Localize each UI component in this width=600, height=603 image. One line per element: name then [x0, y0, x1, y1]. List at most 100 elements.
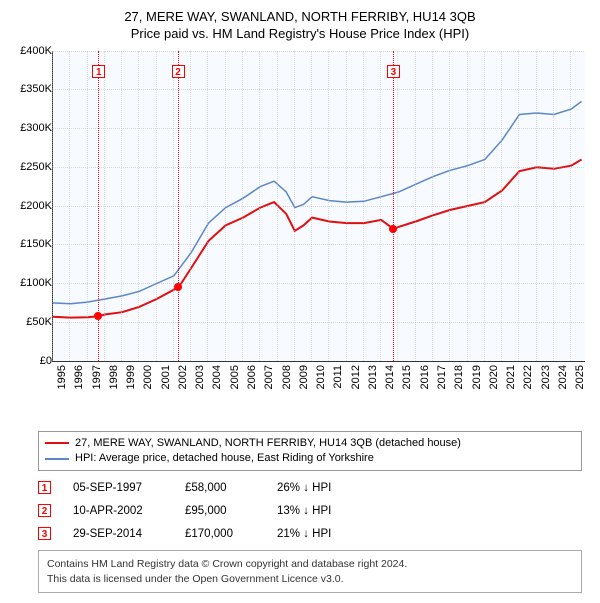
gridline-v [104, 51, 105, 361]
event-diff: 26% ↓ HPI [277, 482, 367, 494]
gridline-v [190, 51, 191, 361]
gridline-v [121, 51, 122, 361]
xtick-label: 2000 [142, 365, 154, 389]
event-price: £95,000 [185, 505, 255, 517]
xtick-label: 2016 [419, 365, 431, 389]
gridline-v [259, 51, 260, 361]
xtick-label: 2012 [350, 365, 362, 389]
events-table: 105-SEP-1997£58,00026% ↓ HPI210-APR-2002… [38, 481, 592, 540]
ytick-label: £250K [8, 161, 52, 173]
event-date: 29-SEP-2014 [73, 528, 163, 540]
gridline-v [501, 51, 502, 361]
gridline-v [346, 51, 347, 361]
gridline-v [449, 51, 450, 361]
event-vline [393, 51, 394, 361]
event-date: 05-SEP-1997 [73, 482, 163, 494]
legend-row-subject: 27, MERE WAY, SWANLAND, NORTH FERRIBY, H… [45, 436, 575, 451]
gridline-v [225, 51, 226, 361]
credits-line2: This data is licensed under the Open Gov… [47, 572, 573, 586]
gridline-v [69, 51, 70, 361]
xtick-label: 2024 [557, 365, 569, 389]
xtick-label: 2007 [263, 365, 275, 389]
chart-container: £0£50K£100K£150K£200K£250K£300K£350K£400… [8, 47, 592, 427]
event-row: 1 05-SEP-1997 £58,000 26% ↓ HPI [38, 481, 592, 494]
xtick-label: 2002 [177, 365, 189, 389]
event-dot [94, 312, 102, 320]
ytick-label: £350K [8, 83, 52, 95]
event-price: £58,000 [185, 482, 255, 494]
event-marker: 3 [387, 65, 400, 78]
gridline-v [138, 51, 139, 361]
page-title: 27, MERE WAY, SWANLAND, NORTH FERRIBY, H… [8, 8, 592, 26]
gridline-v [207, 51, 208, 361]
xtick-label: 2008 [281, 365, 293, 389]
xtick-label: 2011 [332, 365, 344, 389]
ytick-label: £150K [8, 238, 52, 250]
gridline-v [311, 51, 312, 361]
xtick-label: 2003 [194, 365, 206, 389]
series-hpi [53, 101, 582, 303]
gridline-v [536, 51, 537, 361]
gridline-v [432, 51, 433, 361]
ytick-label: £0 [8, 355, 52, 367]
page-subtitle: Price paid vs. HM Land Registry's House … [8, 26, 592, 41]
legend-label-hpi: HPI: Average price, detached house, East… [75, 451, 374, 466]
xtick-label: 2005 [229, 365, 241, 389]
event-row: 210-APR-2002£95,00013% ↓ HPI [38, 504, 592, 517]
xtick-label: 2015 [401, 365, 413, 389]
xtick-label: 1996 [73, 365, 85, 389]
credits-line1: Contains HM Land Registry data © Crown c… [47, 557, 573, 571]
xtick-label: 1998 [108, 365, 120, 389]
event-marker: 1 [92, 65, 105, 78]
gridline-v [380, 51, 381, 361]
gridline-v [415, 51, 416, 361]
event-row-marker: 1 [38, 481, 51, 494]
gridline-h [52, 244, 584, 245]
xtick-label: 2023 [540, 365, 552, 389]
legend-row-hpi: HPI: Average price, detached house, East… [45, 451, 575, 466]
gridline-v [484, 51, 485, 361]
gridline-v [363, 51, 364, 361]
legend-swatch-subject [45, 442, 69, 444]
gridline-v [570, 51, 571, 361]
gridline-v [397, 51, 398, 361]
xtick-label: 2025 [574, 365, 586, 389]
xtick-label: 2020 [488, 365, 500, 389]
gridline-v [52, 51, 53, 361]
gridline-v [467, 51, 468, 361]
xtick-label: 1995 [56, 365, 68, 389]
legend-swatch-hpi [45, 458, 69, 460]
event-vline [178, 51, 179, 361]
legend: 27, MERE WAY, SWANLAND, NORTH FERRIBY, H… [38, 431, 582, 472]
gridline-h [52, 167, 584, 168]
gridline-h [52, 283, 584, 284]
gridline-v [328, 51, 329, 361]
xtick-label: 2021 [505, 365, 517, 389]
xtick-label: 2013 [367, 365, 379, 389]
gridline-v [87, 51, 88, 361]
gridline-v [277, 51, 278, 361]
xtick-label: 2017 [436, 365, 448, 389]
ytick-label: £300K [8, 122, 52, 134]
gridline-v [294, 51, 295, 361]
gridline-v [518, 51, 519, 361]
event-dot [389, 225, 397, 233]
xtick-label: 1997 [91, 365, 103, 389]
gridline-v [553, 51, 554, 361]
xtick-label: 2006 [246, 365, 258, 389]
xtick-label: 2010 [315, 365, 327, 389]
gridline-v [156, 51, 157, 361]
ytick-label: £400K [8, 45, 52, 57]
event-dot [174, 283, 182, 291]
gridline-v [242, 51, 243, 361]
xtick-label: 2018 [453, 365, 465, 389]
ytick-label: £200K [8, 200, 52, 212]
event-row-marker: 2 [38, 504, 51, 517]
event-price: £170,000 [185, 528, 255, 540]
xtick-label: 1999 [125, 365, 137, 389]
gridline-v [173, 51, 174, 361]
event-marker: 2 [172, 65, 185, 78]
legend-label-subject: 27, MERE WAY, SWANLAND, NORTH FERRIBY, H… [75, 436, 461, 451]
xtick-label: 2019 [471, 365, 483, 389]
gridline-h [52, 89, 584, 90]
